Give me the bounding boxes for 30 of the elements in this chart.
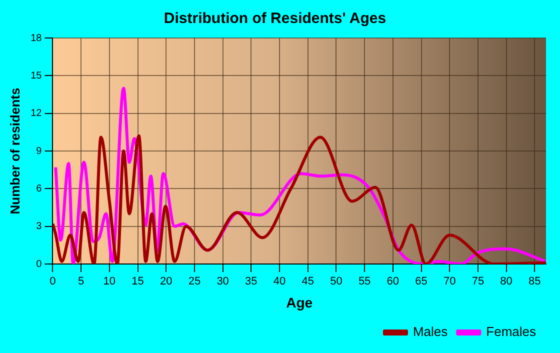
x-tick-label: 85	[528, 276, 541, 288]
x-tick-label: 50	[330, 276, 342, 288]
x-tick-label: 55	[358, 276, 371, 288]
x-tick-label: 35	[245, 276, 258, 288]
x-tick-label: 40	[273, 276, 286, 288]
y-tick-label: 0	[36, 258, 42, 270]
x-tick-label: 0	[50, 276, 56, 288]
x-tick-label: 30	[216, 276, 229, 288]
x-tick-label: 5	[78, 276, 84, 288]
y-tick-label: 18	[30, 32, 42, 44]
x-tick-label: 60	[386, 276, 400, 288]
y-tick-label: 3	[36, 221, 42, 232]
y-tick-label: 12	[30, 108, 42, 120]
y-tick-label: 15	[30, 70, 42, 82]
x-tick-label: 75	[472, 276, 484, 288]
chart-title: Distribution of Residents' Ages	[164, 10, 386, 28]
x-tick-label: 10	[103, 276, 116, 288]
x-tick-label: 15	[132, 276, 144, 288]
legend-label: Males	[412, 324, 448, 340]
x-tick-label: 80	[500, 276, 512, 288]
legend-label: Females	[486, 324, 536, 340]
x-tick-label: 20	[160, 276, 172, 288]
y-axis-title: Number of residents	[7, 88, 22, 214]
x-tick-label: 65	[415, 276, 428, 288]
y-tick-label: 9	[36, 146, 42, 157]
x-tick-label: 25	[188, 276, 201, 288]
x-axis-title: Age	[286, 294, 313, 310]
x-tick-label: 70	[443, 276, 456, 288]
x-tick-label: 45	[302, 276, 314, 288]
y-tick-label: 6	[36, 183, 42, 194]
